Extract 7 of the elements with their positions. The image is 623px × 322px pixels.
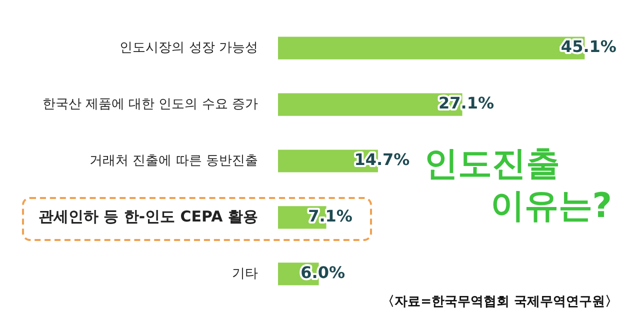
y-tick-label: 한국산 제품에 대한 인도의 수요 증가 [42,96,258,112]
y-tick-label: 기타 [232,266,258,282]
y-tick-label: 인도시장의 성장 가능성 [120,40,258,56]
annotation: 인도진출 이유는? [424,144,612,226]
annotation: 〈자료=한국무역협회 국제무역연구원〉 [382,294,618,310]
y-tick-label: 거래처 진출에 따른 동반진출 [90,153,258,168]
y-tick-label: 관세인하 등 한-인도 CEPA 활용 [38,207,258,226]
